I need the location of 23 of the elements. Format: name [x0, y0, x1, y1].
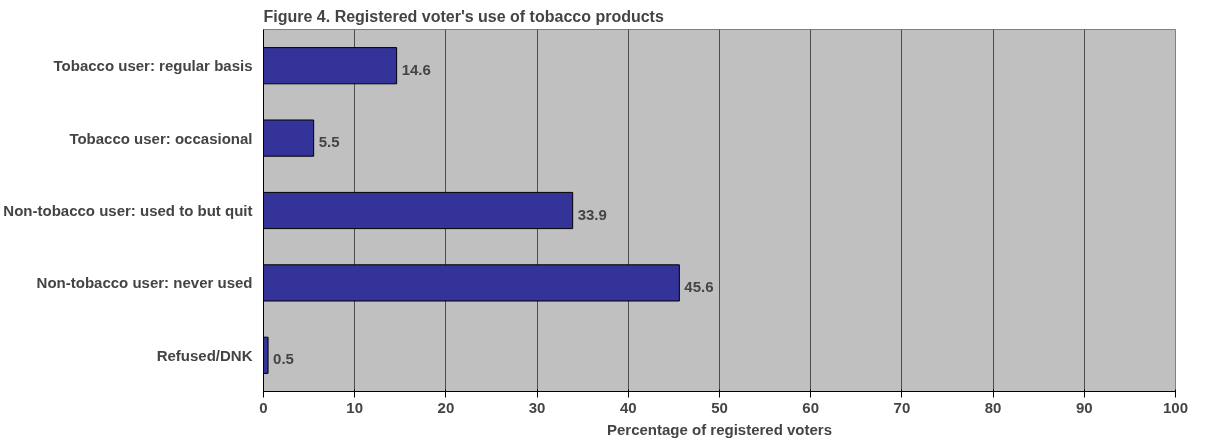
- x-tick-label: 90: [1075, 398, 1093, 416]
- x-tick-label: 20: [437, 398, 455, 416]
- y-tick-label: Tobacco user: regular basis: [53, 57, 253, 75]
- chart-title: Figure 4. Registered voter's use of tobacco products: [263, 7, 664, 25]
- y-tick-label: Refused/DNK: [156, 346, 253, 364]
- x-tick-label: 70: [893, 398, 911, 416]
- y-tick-label: Non-tobacco user: used to but quit: [3, 202, 253, 219]
- data-label: 45.6: [684, 277, 714, 295]
- data-label: 0.5: [273, 350, 294, 368]
- x-tick-label: 50: [711, 398, 728, 416]
- x-tick-label: 60: [802, 398, 820, 416]
- x-tick-label: 40: [619, 398, 637, 416]
- x-tick-label: 10: [346, 398, 364, 416]
- data-label: 14.6: [401, 60, 431, 78]
- x-tick-label: 30: [528, 398, 546, 416]
- x-tick-label: 80: [984, 398, 1002, 416]
- y-tick-label: Non-tobacco user: never used: [36, 274, 253, 292]
- x-tick-label: 100: [1162, 398, 1189, 416]
- x-tick-label: 0: [259, 398, 268, 416]
- data-label: 33.9: [577, 205, 607, 223]
- x-axis-title: Percentage of registered voters: [606, 420, 833, 438]
- data-label: 5.5: [318, 133, 340, 151]
- y-tick-label: Tobacco user: occasional: [69, 129, 253, 147]
